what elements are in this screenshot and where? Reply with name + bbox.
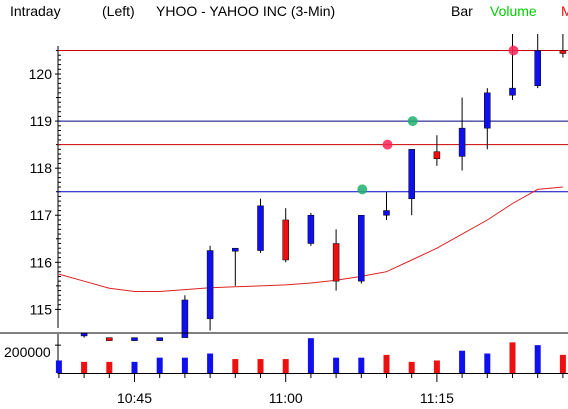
- signal-markers: [357, 45, 519, 195]
- candle-body: [307, 214, 315, 244]
- price-tick-label: 117: [30, 207, 53, 223]
- volume-bar: [55, 360, 62, 373]
- candle-body: [232, 247, 239, 252]
- tab-bar[interactable]: Bar: [451, 3, 473, 19]
- volume-bar: [181, 357, 188, 373]
- level-lines: [58, 49, 568, 193]
- candle-body: [282, 219, 289, 261]
- volume-bar: [459, 350, 466, 373]
- volume-bar: [207, 353, 214, 373]
- volume-panel: 200000: [4, 334, 568, 374]
- candle: [484, 88, 491, 150]
- tab-volume[interactable]: Volume: [490, 3, 537, 19]
- volume-bar: [509, 342, 516, 373]
- candle: [80, 332, 88, 338]
- candle-body: [408, 149, 415, 200]
- candle: [257, 198, 264, 253]
- volume-bar: [383, 354, 390, 373]
- volume-bar: [131, 361, 138, 373]
- time-tick-label: 11:15: [420, 390, 454, 406]
- candle-body: [358, 214, 365, 282]
- volume-tick-label: 200000: [4, 344, 51, 360]
- signal-marker: [508, 45, 519, 56]
- candle-body: [559, 50, 567, 54]
- candle-body: [257, 205, 264, 251]
- candle-body: [332, 243, 340, 282]
- price-tick-label: 119: [30, 113, 53, 129]
- moving-average: [58, 186, 563, 292]
- volume-bar: [156, 357, 163, 373]
- signal-marker: [407, 116, 418, 127]
- volume-bar: [408, 361, 415, 373]
- candle: [383, 191, 390, 220]
- volume-bars: [55, 338, 566, 373]
- candle: [206, 245, 214, 331]
- price-tick-label: 115: [30, 301, 53, 317]
- volume-bar: [484, 353, 491, 373]
- tab-overflow[interactable]: M: [561, 3, 568, 19]
- moving-average-line: [58, 186, 563, 292]
- candle-body: [156, 337, 163, 341]
- volume-bar: [282, 359, 289, 373]
- volume-bar: [307, 338, 314, 373]
- volume-bar: [257, 359, 264, 373]
- candle-body: [131, 337, 138, 341]
- volume-bar: [106, 361, 113, 373]
- candle: [131, 337, 138, 341]
- candle-body: [534, 50, 541, 87]
- candle: [458, 97, 466, 171]
- candle-body: [484, 92, 491, 129]
- candle-body: [206, 250, 214, 320]
- candle-body: [509, 87, 516, 96]
- signal-marker: [357, 184, 368, 195]
- candle: [282, 208, 289, 263]
- time-tick-label: 10:45: [117, 390, 152, 406]
- candle: [106, 337, 113, 341]
- candle: [559, 34, 567, 58]
- candle: [232, 247, 239, 286]
- side-label: (Left): [102, 3, 135, 19]
- volume-bar: [433, 360, 440, 373]
- candle: [181, 295, 189, 338]
- candle: [534, 34, 541, 89]
- signal-marker: [382, 139, 393, 150]
- volume-bar: [81, 361, 88, 373]
- volume-bar: [232, 359, 239, 373]
- chart-title: YHOO - YAHOO INC (3-Min): [156, 3, 335, 19]
- volume-bar: [333, 357, 340, 373]
- candle-body: [433, 151, 441, 160]
- candle-body: [383, 210, 390, 216]
- candle: [408, 149, 415, 216]
- price-tick-label: 118: [30, 160, 53, 176]
- price-ticks: 115 116 117 118 119 120: [29, 49, 61, 317]
- price-tick-label: 116: [30, 254, 53, 270]
- candle: [332, 229, 340, 291]
- price-panel: 115 116 117 118 119 120: [29, 34, 568, 341]
- candle-body: [181, 299, 189, 338]
- candle: [433, 135, 441, 166]
- volume-bar: [358, 357, 365, 373]
- volume-bar: [559, 354, 566, 373]
- candles: [80, 34, 567, 341]
- candle: [156, 337, 163, 341]
- candle-body: [458, 127, 466, 157]
- time-tick-label: 11:00: [269, 390, 303, 406]
- price-tick-label: 120: [29, 66, 53, 82]
- mode-label: Intraday: [10, 3, 61, 19]
- candle: [307, 212, 315, 246]
- candle: [358, 214, 365, 284]
- volume-bar: [534, 345, 541, 373]
- candle: [509, 34, 516, 100]
- candle-body: [106, 337, 113, 341]
